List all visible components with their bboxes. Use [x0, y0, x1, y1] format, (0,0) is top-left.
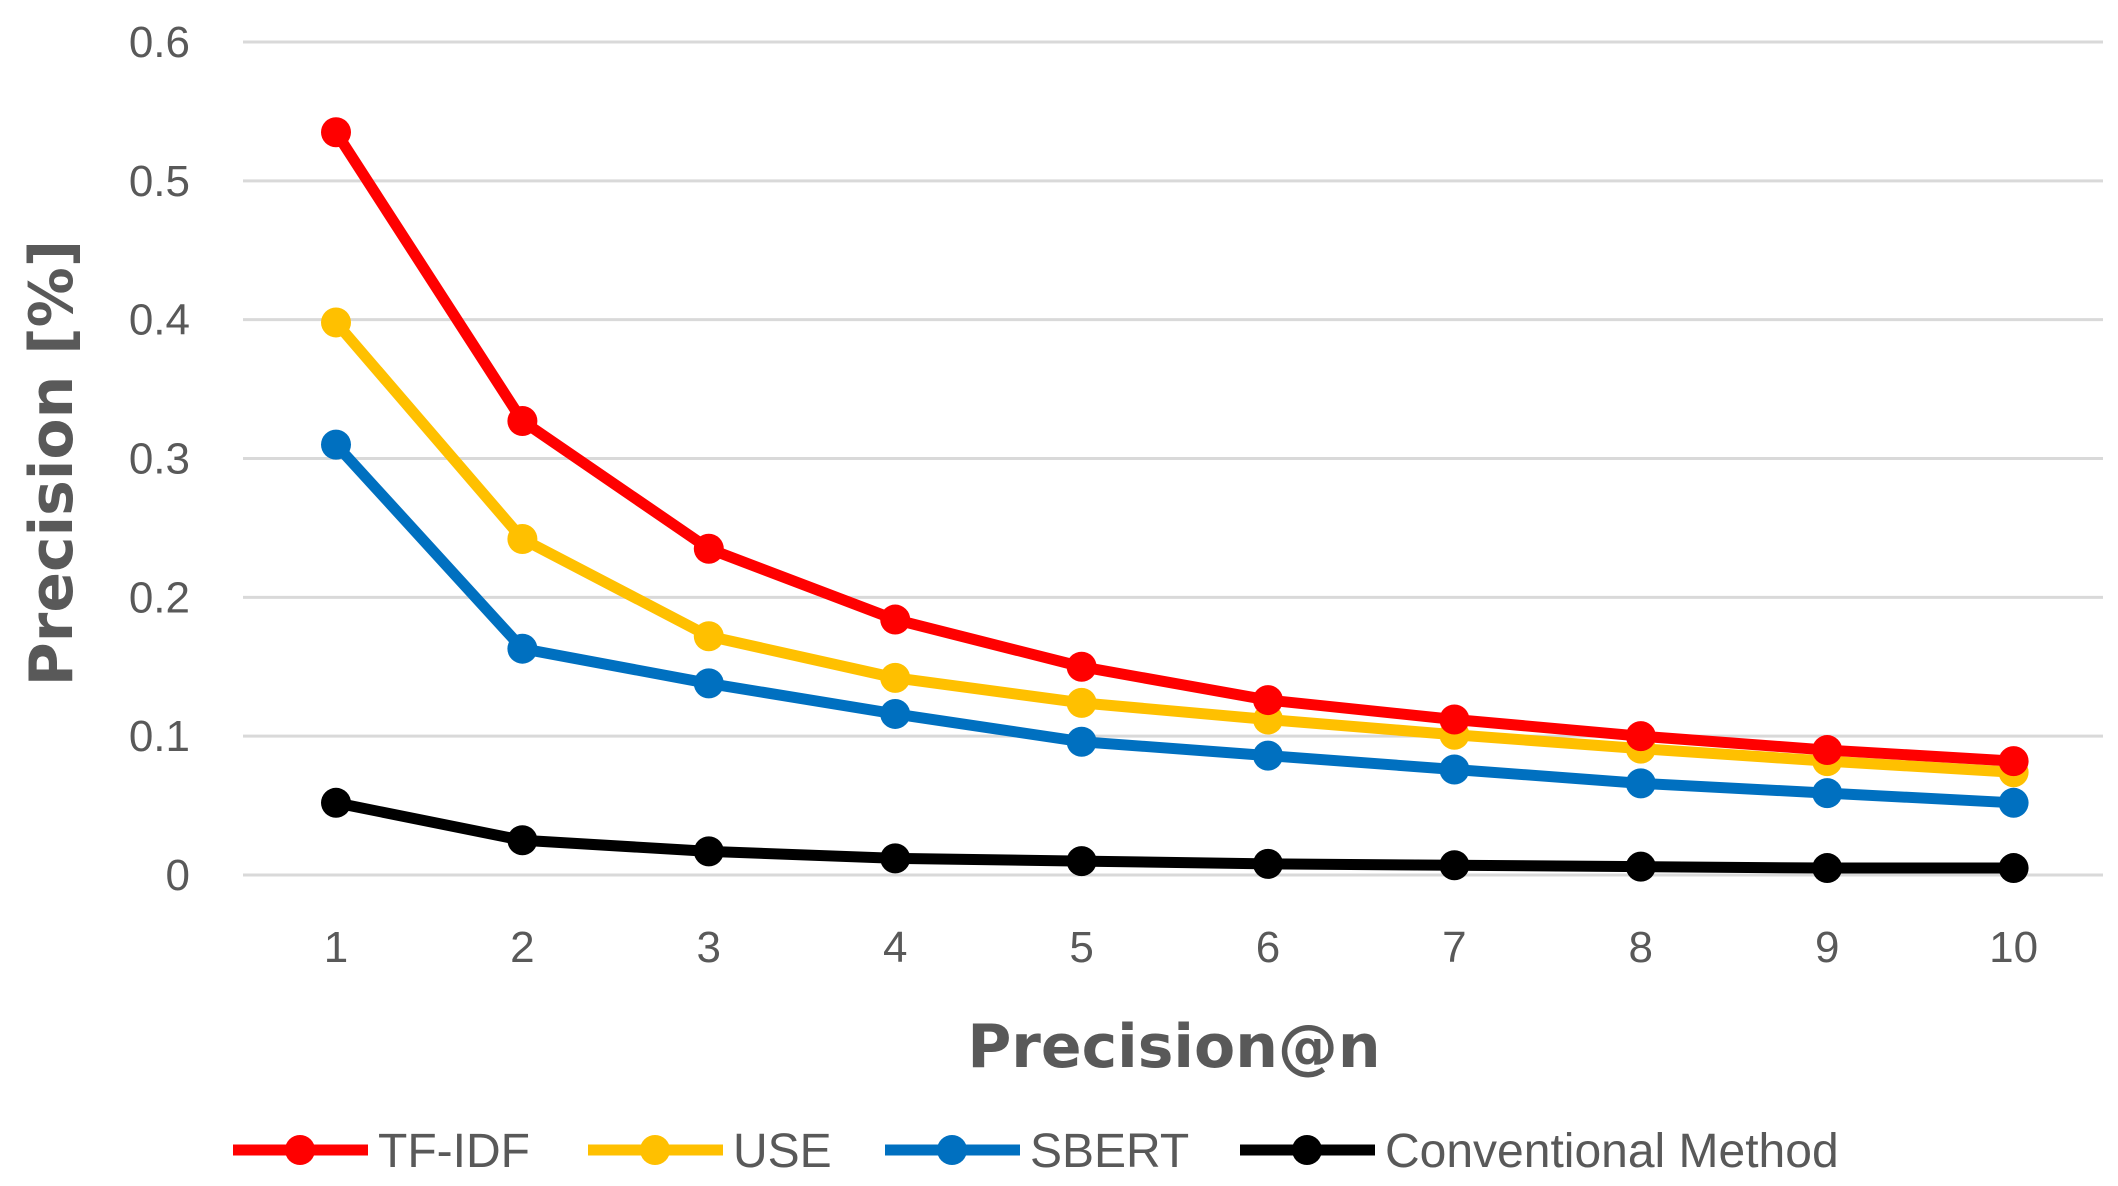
series-conventional-method: [321, 787, 2029, 884]
data-point: [321, 429, 351, 460]
y-tick-label: 0: [166, 851, 190, 900]
legend-swatch-marker: [937, 1135, 967, 1165]
data-point: [1253, 848, 1283, 879]
x-tick-label: 5: [1069, 923, 1093, 972]
data-point: [1998, 746, 2029, 777]
data-point: [1625, 721, 1656, 752]
series-line: [330, 439, 2020, 809]
y-tick-label: 0.6: [129, 18, 190, 67]
data-point: [507, 633, 538, 664]
legend-item: SBERT: [885, 1125, 1189, 1178]
legend-swatch-marker: [1292, 1135, 1322, 1165]
x-tick-label: 9: [1815, 923, 1839, 972]
gridlines: [243, 40, 2103, 877]
x-tick-label: 4: [883, 923, 907, 972]
data-point: [1812, 735, 1843, 766]
legend-item: USE: [588, 1125, 832, 1178]
x-tick-label: 1: [324, 923, 348, 972]
data-point: [880, 843, 911, 874]
data-point: [1625, 851, 1656, 882]
data-point: [1625, 768, 1656, 799]
legend-label: SBERT: [1030, 1125, 1189, 1178]
legend-label: TF-IDF: [378, 1125, 530, 1178]
y-tick-label: 0.2: [129, 573, 190, 622]
series-lines: [321, 117, 2029, 884]
x-tick-label: 3: [697, 923, 721, 972]
y-tick-label: 0.5: [129, 157, 190, 206]
x-tick-label: 6: [1256, 923, 1280, 972]
data-point: [1812, 853, 1843, 884]
series-sbert: [321, 429, 2029, 818]
data-point: [1812, 778, 1843, 809]
legend-swatch-marker: [640, 1135, 670, 1165]
data-point: [1439, 850, 1470, 881]
x-tick-label: 7: [1442, 923, 1466, 972]
x-tick-label: 2: [510, 923, 534, 972]
legend: TF-IDF USE SBERT Conventional Method: [233, 1125, 1839, 1178]
data-point: [1066, 846, 1097, 877]
data-point: [1066, 726, 1097, 757]
y-tick-label: 0.1: [129, 712, 190, 761]
data-point: [1253, 740, 1283, 771]
x-tick-label: 10: [1989, 923, 2038, 972]
legend-item: TF-IDF: [233, 1125, 530, 1178]
series-line: [330, 316, 2020, 778]
series-line: [330, 126, 2020, 767]
data-point: [880, 662, 911, 693]
data-point: [693, 621, 724, 652]
data-point: [1439, 754, 1470, 785]
data-point: [693, 533, 724, 564]
data-point: [1998, 853, 2029, 884]
legend-swatch-marker: [285, 1135, 315, 1165]
data-point: [321, 307, 351, 338]
data-point: [321, 787, 351, 818]
data-point: [507, 524, 538, 555]
x-axis-title: Precision@n: [967, 1012, 1380, 1082]
data-point: [1066, 651, 1097, 682]
data-point: [1066, 687, 1097, 718]
data-point: [693, 668, 724, 699]
y-tick-label: 0.3: [129, 435, 190, 484]
y-axis-title: Precision [%]: [17, 240, 87, 686]
data-point: [880, 698, 911, 729]
legend-label: Conventional Method: [1385, 1125, 1839, 1178]
data-point: [321, 117, 351, 148]
y-axis-ticks: 0 0.1 0.2 0.3 0.4 0.5 0.6: [129, 18, 190, 900]
data-point: [1253, 685, 1283, 716]
legend-item: Conventional Method: [1240, 1125, 1839, 1178]
data-point: [880, 604, 911, 635]
series-use: [321, 307, 2029, 788]
x-tick-label: 8: [1629, 923, 1653, 972]
data-point: [1439, 704, 1470, 735]
series-tf-idf: [321, 117, 2029, 777]
data-point: [1998, 787, 2029, 818]
series-line: [330, 797, 2020, 874]
y-tick-label: 0.4: [129, 296, 190, 345]
x-axis-ticks: 1 2 3 4 5 6 7 8 9 10: [324, 923, 2038, 972]
data-point: [507, 406, 538, 437]
data-point: [693, 836, 724, 867]
legend-label: USE: [733, 1125, 832, 1178]
data-point: [507, 825, 538, 856]
